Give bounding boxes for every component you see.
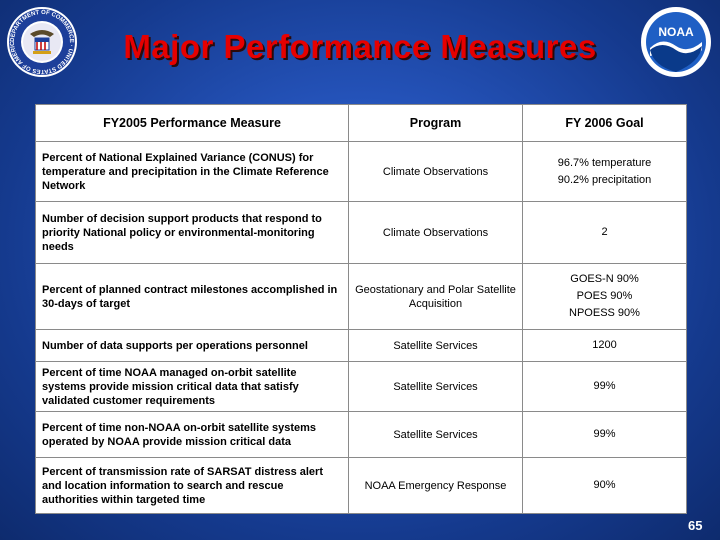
cell-measure: Number of data supports per operations p… (35, 329, 349, 362)
cell-measure: Percent of time NOAA managed on-orbit sa… (35, 361, 349, 412)
goal-line: 99% (593, 380, 616, 392)
cell-measure: Percent of transmission rate of SARSAT d… (35, 457, 349, 514)
goal-line: 90% (593, 479, 616, 491)
performance-measures-table: FY2005 Performance Measure Program FY 20… (35, 104, 687, 514)
table-header-row: FY2005 Performance Measure Program FY 20… (35, 104, 687, 142)
cell-measure: Number of decision support products that… (35, 201, 349, 264)
cell-program: Satellite Services (348, 411, 523, 458)
table-row: Percent of time non-NOAA on-orbit satell… (35, 411, 687, 458)
table-row: Percent of National Explained Variance (… (35, 141, 687, 202)
goal-line: NPOESS 90% (569, 307, 640, 319)
goal-line: 96.7% temperature (557, 156, 652, 169)
noaa-logo-text: NOAA (658, 25, 694, 39)
cell-measure: Percent of time non-NOAA on-orbit satell… (35, 411, 349, 458)
header-measure: FY2005 Performance Measure (35, 104, 349, 142)
noaa-logo-icon: NOAA (641, 7, 711, 77)
goal-line: POES 90% (576, 290, 633, 302)
cell-measure: Percent of planned contract milestones a… (35, 263, 349, 330)
cell-goal: 90% (522, 457, 687, 514)
cell-program: Climate Observations (348, 141, 523, 202)
table-row: Percent of time NOAA managed on-orbit sa… (35, 361, 687, 412)
table-row: Percent of transmission rate of SARSAT d… (35, 457, 687, 514)
table-row: Number of data supports per operations p… (35, 329, 687, 362)
cell-goal: 2 (522, 201, 687, 264)
cell-measure: Percent of National Explained Variance (… (35, 141, 349, 202)
cell-program: Climate Observations (348, 201, 523, 264)
cell-goal: 96.7% temperature 90.2% precipitation (522, 141, 687, 202)
cell-program: Satellite Services (348, 361, 523, 412)
header-program: Program (348, 104, 523, 142)
cell-goal: 1200 (522, 329, 687, 362)
cell-program: NOAA Emergency Response (348, 457, 523, 514)
cell-goal: 99% (522, 361, 687, 412)
slide-title: Major Performance Measures (123, 28, 597, 65)
cell-program: Satellite Services (348, 329, 523, 362)
page-number: 65 (688, 518, 703, 533)
department-of-commerce-seal-icon: DEPARTMENT OF COMMERCE · UNITED STATES O… (6, 6, 77, 77)
performance-table-container: FY2005 Performance Measure Program FY 20… (35, 104, 687, 514)
cell-goal: GOES-N 90% POES 90% NPOESS 90% (522, 263, 687, 330)
header-goal: FY 2006 Goal (522, 104, 687, 142)
goal-line: 2 (601, 226, 608, 238)
goal-line: GOES-N 90% (570, 273, 639, 285)
goal-line: 99% (593, 428, 616, 440)
table-row: Number of decision support products that… (35, 201, 687, 264)
goal-line: 90.2% precipitation (557, 173, 652, 186)
cell-program: Geostationary and Polar Satellite Acquis… (348, 263, 523, 330)
goal-line: 1200 (592, 339, 617, 351)
table-row: Percent of planned contract milestones a… (35, 263, 687, 330)
cell-goal: 99% (522, 411, 687, 458)
